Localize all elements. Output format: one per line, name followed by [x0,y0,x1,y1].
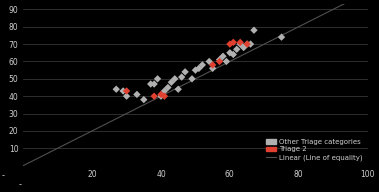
Point [234,48,240,51]
Point [182,70,188,73]
Point [158,93,164,96]
Point [216,58,222,61]
Point [141,98,147,101]
Point [124,95,130,98]
Point [193,69,199,72]
Point [179,75,185,79]
Point [155,77,161,80]
Point [199,63,205,66]
Point [237,43,243,46]
Point [165,86,171,89]
Point [172,77,178,80]
Point [279,36,285,39]
Point [251,29,257,32]
Point [223,60,229,63]
Point [210,67,216,70]
Text: -: - [1,171,4,180]
Point [151,83,157,86]
Point [210,63,216,66]
Point [175,88,181,91]
Point [241,46,247,49]
Point [124,89,130,93]
Point [161,89,168,93]
Point [227,51,233,54]
Point [244,43,250,46]
Point [151,95,157,98]
Point [206,60,212,63]
Text: -: - [18,180,21,190]
Point [230,41,236,44]
Point [161,95,168,98]
Legend: Other Triage categories, Triage 2, Linear (Line of equality): Other Triage categories, Triage 2, Linea… [265,137,364,162]
Point [230,53,236,56]
Point [158,95,164,98]
Point [247,43,254,46]
Point [244,43,250,46]
Point [134,93,140,96]
Point [216,60,222,63]
Point [189,77,195,80]
Point [120,89,126,93]
Point [168,81,174,84]
Point [227,43,233,46]
Point [113,88,119,91]
Point [148,83,154,86]
Point [220,55,226,58]
Point [237,41,243,44]
Point [196,67,202,70]
